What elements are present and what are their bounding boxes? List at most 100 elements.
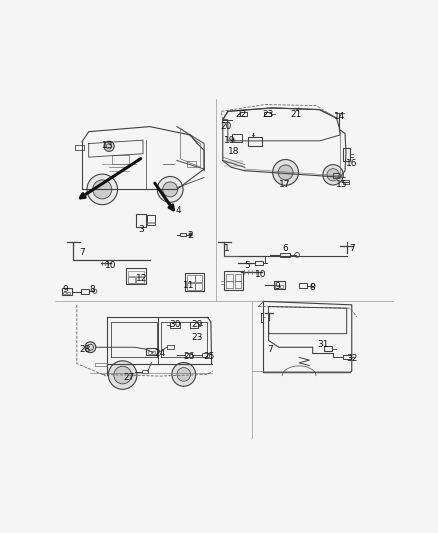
Bar: [226, 281, 233, 288]
Bar: [81, 289, 88, 294]
Circle shape: [273, 159, 298, 185]
Text: 6: 6: [283, 244, 289, 253]
Text: 7: 7: [349, 244, 355, 253]
Text: 9: 9: [274, 282, 280, 292]
Bar: [333, 173, 339, 178]
Circle shape: [278, 165, 293, 180]
Bar: [343, 148, 350, 161]
Bar: [222, 119, 227, 122]
Bar: [128, 277, 134, 282]
Circle shape: [108, 361, 137, 389]
Circle shape: [189, 233, 192, 236]
Bar: [167, 345, 174, 349]
Bar: [128, 271, 144, 276]
Circle shape: [323, 165, 343, 185]
Bar: [235, 274, 241, 281]
Text: 5: 5: [245, 261, 251, 270]
Bar: [280, 253, 290, 257]
Text: 9: 9: [62, 285, 68, 294]
Text: 31: 31: [317, 340, 328, 349]
Text: 10: 10: [255, 270, 267, 279]
Circle shape: [85, 342, 96, 353]
Bar: [343, 356, 351, 359]
Bar: [136, 277, 144, 282]
Bar: [113, 156, 130, 164]
Text: 22: 22: [235, 110, 247, 119]
Bar: [224, 271, 244, 289]
Bar: [248, 137, 262, 146]
Bar: [190, 322, 198, 328]
Text: 13: 13: [102, 141, 113, 150]
Text: 16: 16: [346, 159, 357, 168]
Bar: [146, 348, 157, 356]
Text: 23: 23: [262, 110, 273, 119]
Text: 27: 27: [123, 373, 134, 382]
Bar: [264, 111, 271, 116]
Text: 7: 7: [79, 248, 85, 257]
Text: 8: 8: [89, 285, 95, 294]
Bar: [185, 272, 204, 291]
Text: 3: 3: [138, 225, 144, 234]
Bar: [61, 288, 72, 295]
Text: 10: 10: [105, 261, 117, 270]
Circle shape: [172, 362, 196, 386]
Text: 30: 30: [170, 320, 181, 329]
Bar: [195, 282, 202, 289]
Text: 2: 2: [188, 231, 193, 240]
Bar: [75, 146, 84, 150]
Text: 17: 17: [279, 181, 290, 189]
Bar: [187, 275, 194, 282]
Text: 11: 11: [183, 280, 194, 289]
Circle shape: [114, 366, 131, 384]
Circle shape: [93, 180, 112, 199]
Text: 21: 21: [290, 110, 301, 119]
Text: 29: 29: [192, 320, 203, 329]
Bar: [324, 346, 332, 351]
Text: 23: 23: [191, 333, 202, 342]
Bar: [147, 215, 155, 225]
Bar: [202, 353, 208, 357]
Bar: [185, 353, 192, 357]
Bar: [170, 322, 180, 328]
Circle shape: [327, 168, 339, 181]
Bar: [187, 282, 194, 289]
Bar: [136, 214, 146, 227]
Text: 8: 8: [309, 284, 315, 292]
Text: 7: 7: [268, 345, 273, 354]
Bar: [274, 281, 285, 289]
Text: 15: 15: [336, 180, 347, 189]
Bar: [63, 292, 66, 294]
Bar: [187, 161, 196, 167]
Text: 19: 19: [224, 136, 235, 144]
Text: 25: 25: [204, 352, 215, 361]
Text: 4: 4: [176, 206, 181, 215]
Text: 20: 20: [220, 122, 232, 131]
Text: 26: 26: [183, 352, 194, 361]
Bar: [343, 180, 349, 184]
Text: 24: 24: [154, 349, 166, 358]
Bar: [126, 268, 146, 285]
Circle shape: [87, 174, 117, 205]
Text: 14: 14: [334, 112, 346, 121]
Text: 32: 32: [346, 353, 357, 362]
Bar: [67, 292, 71, 294]
Bar: [226, 274, 233, 281]
Bar: [148, 351, 151, 354]
Bar: [280, 285, 283, 288]
Bar: [232, 134, 242, 142]
Bar: [142, 370, 148, 374]
Circle shape: [162, 182, 178, 197]
Circle shape: [177, 368, 191, 381]
Text: 18: 18: [228, 147, 240, 156]
Circle shape: [104, 141, 114, 151]
Bar: [255, 261, 263, 265]
Text: 1: 1: [224, 244, 230, 253]
Bar: [152, 351, 155, 354]
Bar: [275, 285, 279, 288]
Bar: [299, 284, 307, 288]
Text: 28: 28: [79, 345, 90, 354]
Bar: [240, 112, 247, 116]
Bar: [195, 275, 202, 282]
Bar: [180, 233, 187, 236]
Bar: [235, 281, 241, 288]
